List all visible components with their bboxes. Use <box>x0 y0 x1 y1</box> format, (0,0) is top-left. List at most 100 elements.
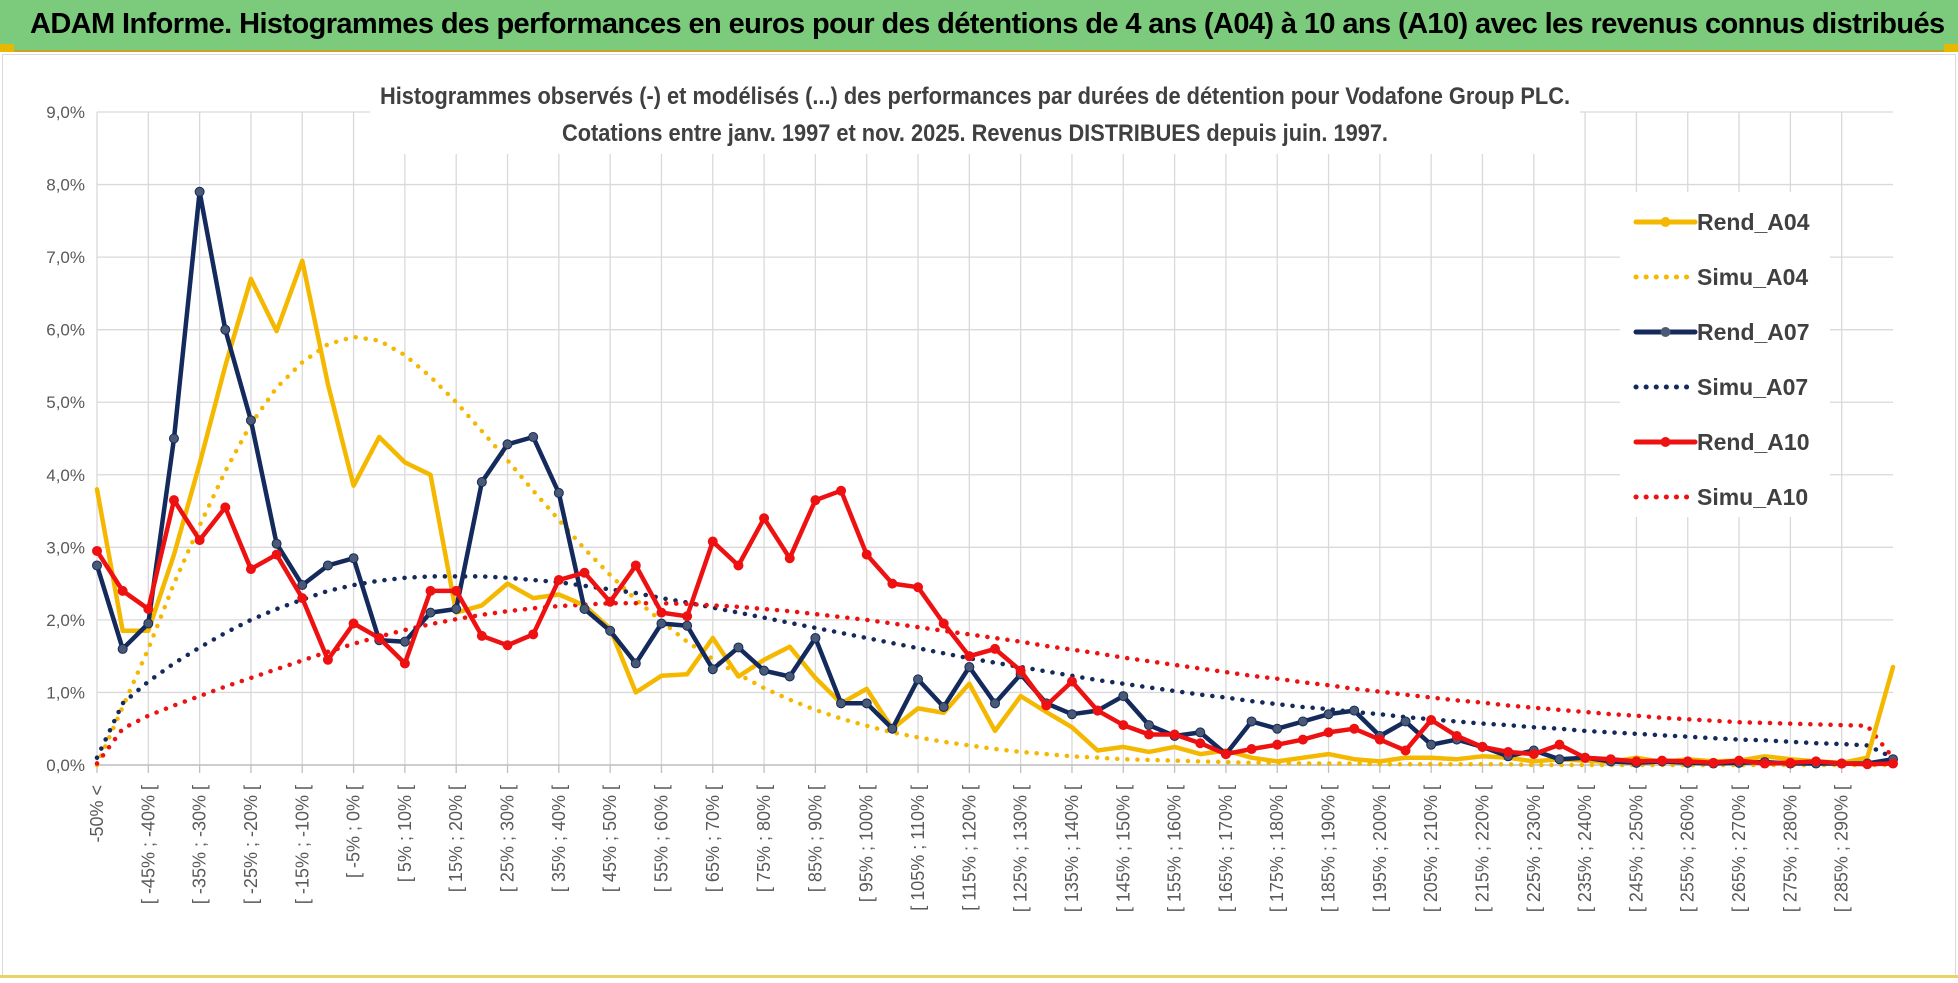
data-point-rend-a10 <box>1785 757 1796 768</box>
legend-marker <box>1660 327 1671 337</box>
data-point-rend-a10 <box>1169 729 1180 740</box>
data-point-rend-a07 <box>502 439 513 450</box>
y-tick-label: 7,0% <box>46 248 85 267</box>
x-tick-label: [ 145% ; 150% [ <box>1113 785 1133 912</box>
legend-label: Simu_A04 <box>1697 264 1808 290</box>
data-point-rend-a10 <box>1426 715 1437 726</box>
data-point-rend-a10 <box>1503 746 1514 757</box>
data-point-rend-a10 <box>271 549 282 560</box>
data-point-rend-a07 <box>1554 754 1565 765</box>
x-tick-label: [ 245% ; 250% [ <box>1626 785 1646 912</box>
data-point-rend-a10 <box>1862 759 1873 770</box>
x-tick-label: [ 25% ; 30% [ <box>498 785 518 892</box>
data-point-rend-a07 <box>707 664 718 675</box>
data-point-rend-a10 <box>630 560 641 571</box>
data-point-rend-a07 <box>168 433 179 444</box>
x-tick-label: [ 55% ; 60% [ <box>651 785 671 892</box>
x-tick-label: [ 65% ; 70% [ <box>703 785 723 892</box>
x-tick-label: [ 165% ; 170% [ <box>1216 785 1236 912</box>
x-tick-label: [ 155% ; 160% [ <box>1165 785 1185 912</box>
data-point-rend-a10 <box>1631 756 1642 767</box>
data-point-rend-a07 <box>528 432 539 443</box>
corner-decoration <box>0 44 14 52</box>
series-line-simu-a10 <box>94 600 1896 766</box>
x-tick-label: [ 275% ; 280% [ <box>1780 785 1800 912</box>
data-point-rend-a10 <box>1092 705 1103 716</box>
legend-label: Simu_A07 <box>1697 374 1808 400</box>
x-axis: -50% < [ -45% ; -40% [[ -35% ; -30% [[ -2… <box>87 764 1893 912</box>
data-point-rend-a07 <box>322 560 333 571</box>
data-point-rend-a10 <box>1297 734 1308 745</box>
data-point-rend-a10 <box>1349 723 1360 734</box>
data-point-rend-a07 <box>990 698 1000 709</box>
y-tick-label: 3,0% <box>46 538 85 557</box>
x-tick-label: [ 215% ; 220% [ <box>1472 785 1492 912</box>
data-point-rend-a07 <box>784 671 795 682</box>
data-point-rend-a10 <box>220 502 231 513</box>
data-point-rend-a10 <box>1066 676 1077 687</box>
x-tick-label: [ 255% ; 260% [ <box>1678 785 1698 912</box>
x-tick-label: [ 125% ; 130% [ <box>1011 785 1031 912</box>
data-point-rend-a07 <box>938 701 949 712</box>
data-point-rend-a10 <box>1580 752 1591 763</box>
data-point-rend-a10 <box>528 629 539 640</box>
y-tick-label: 4,0% <box>46 466 85 485</box>
legend-label: Rend_A10 <box>1697 429 1809 455</box>
x-tick-label: [ -15% ; -10% [ <box>292 785 312 904</box>
data-point-rend-a10 <box>784 553 795 564</box>
data-point-rend-a10 <box>1195 738 1206 749</box>
chart-title-line-2: Cotations entre janv. 1997 et nov. 2025.… <box>562 120 1388 147</box>
data-point-rend-a10 <box>117 585 128 596</box>
data-point-rend-a10 <box>1682 756 1693 767</box>
data-point-rend-a10 <box>451 585 462 596</box>
data-point-rend-a10 <box>502 640 513 651</box>
data-point-rend-a10 <box>1400 745 1411 756</box>
data-point-rend-a10 <box>887 578 898 589</box>
data-point-rend-a10 <box>656 607 667 618</box>
data-point-rend-a10 <box>1657 755 1668 766</box>
data-point-rend-a07 <box>656 618 667 629</box>
y-tick-label: 9,0% <box>46 103 85 122</box>
data-point-rend-a10 <box>938 618 949 629</box>
y-axis: 0,0% 1,0% 2,0% 3,0% 4,0% 5,0% 6,0% 7,0% 8,0% 9,0% <box>46 103 85 775</box>
data-point-rend-a07 <box>1426 739 1437 750</box>
data-point-rend-a10 <box>425 585 436 596</box>
gridlines <box>96 111 1893 766</box>
data-point-rend-a10 <box>194 535 205 546</box>
legend-marker <box>1660 217 1671 227</box>
data-point-rend-a07 <box>194 186 205 197</box>
chart-title-line-1: Histogrammes observés (-) et modélisés (… <box>380 83 1570 110</box>
data-point-rend-a07 <box>887 723 898 734</box>
data-point-rend-a10 <box>1759 758 1770 769</box>
x-tick-label: [ 115% ; 120% [ <box>959 785 979 911</box>
data-point-rend-a07 <box>1349 705 1360 716</box>
data-point-rend-a10 <box>1143 729 1154 740</box>
report-header: ADAM Informe. Histogrammes des performan… <box>0 0 1958 52</box>
x-tick-label: [ 185% ; 190% [ <box>1319 785 1339 912</box>
data-point-rend-a07 <box>1143 720 1154 731</box>
data-point-rend-a10 <box>1708 757 1719 768</box>
x-tick-label: -50% < <box>87 785 107 843</box>
x-tick-label: [ 85% ; 90% [ <box>805 785 825 892</box>
legend-marker <box>1660 437 1671 447</box>
data-point-rend-a07 <box>810 633 821 644</box>
x-tick-label: [ -25% ; -20% [ <box>241 785 261 904</box>
data-point-rend-a07 <box>913 674 924 685</box>
x-tick-label: [ 45% ; 50% [ <box>600 785 620 892</box>
data-point-rend-a07 <box>1118 691 1129 702</box>
data-point-rend-a10 <box>810 495 821 506</box>
data-point-rend-a07 <box>630 658 641 669</box>
data-point-rend-a07 <box>1272 723 1283 734</box>
y-tick-label: 0,0% <box>46 756 85 775</box>
data-point-rend-a10 <box>990 643 1000 654</box>
x-tick-label: [ 225% ; 230% [ <box>1524 785 1544 912</box>
data-point-rend-a07 <box>399 636 410 647</box>
x-tick-label: [ 265% ; 270% [ <box>1729 785 1749 912</box>
legend-background <box>1620 192 1830 517</box>
y-tick-label: 8,0% <box>46 176 85 195</box>
x-tick-label: [ 285% ; 290% [ <box>1832 785 1852 912</box>
x-tick-label: [ 195% ; 200% [ <box>1370 785 1390 912</box>
data-point-rend-a10 <box>348 618 359 629</box>
data-point-rend-a10 <box>707 536 718 547</box>
